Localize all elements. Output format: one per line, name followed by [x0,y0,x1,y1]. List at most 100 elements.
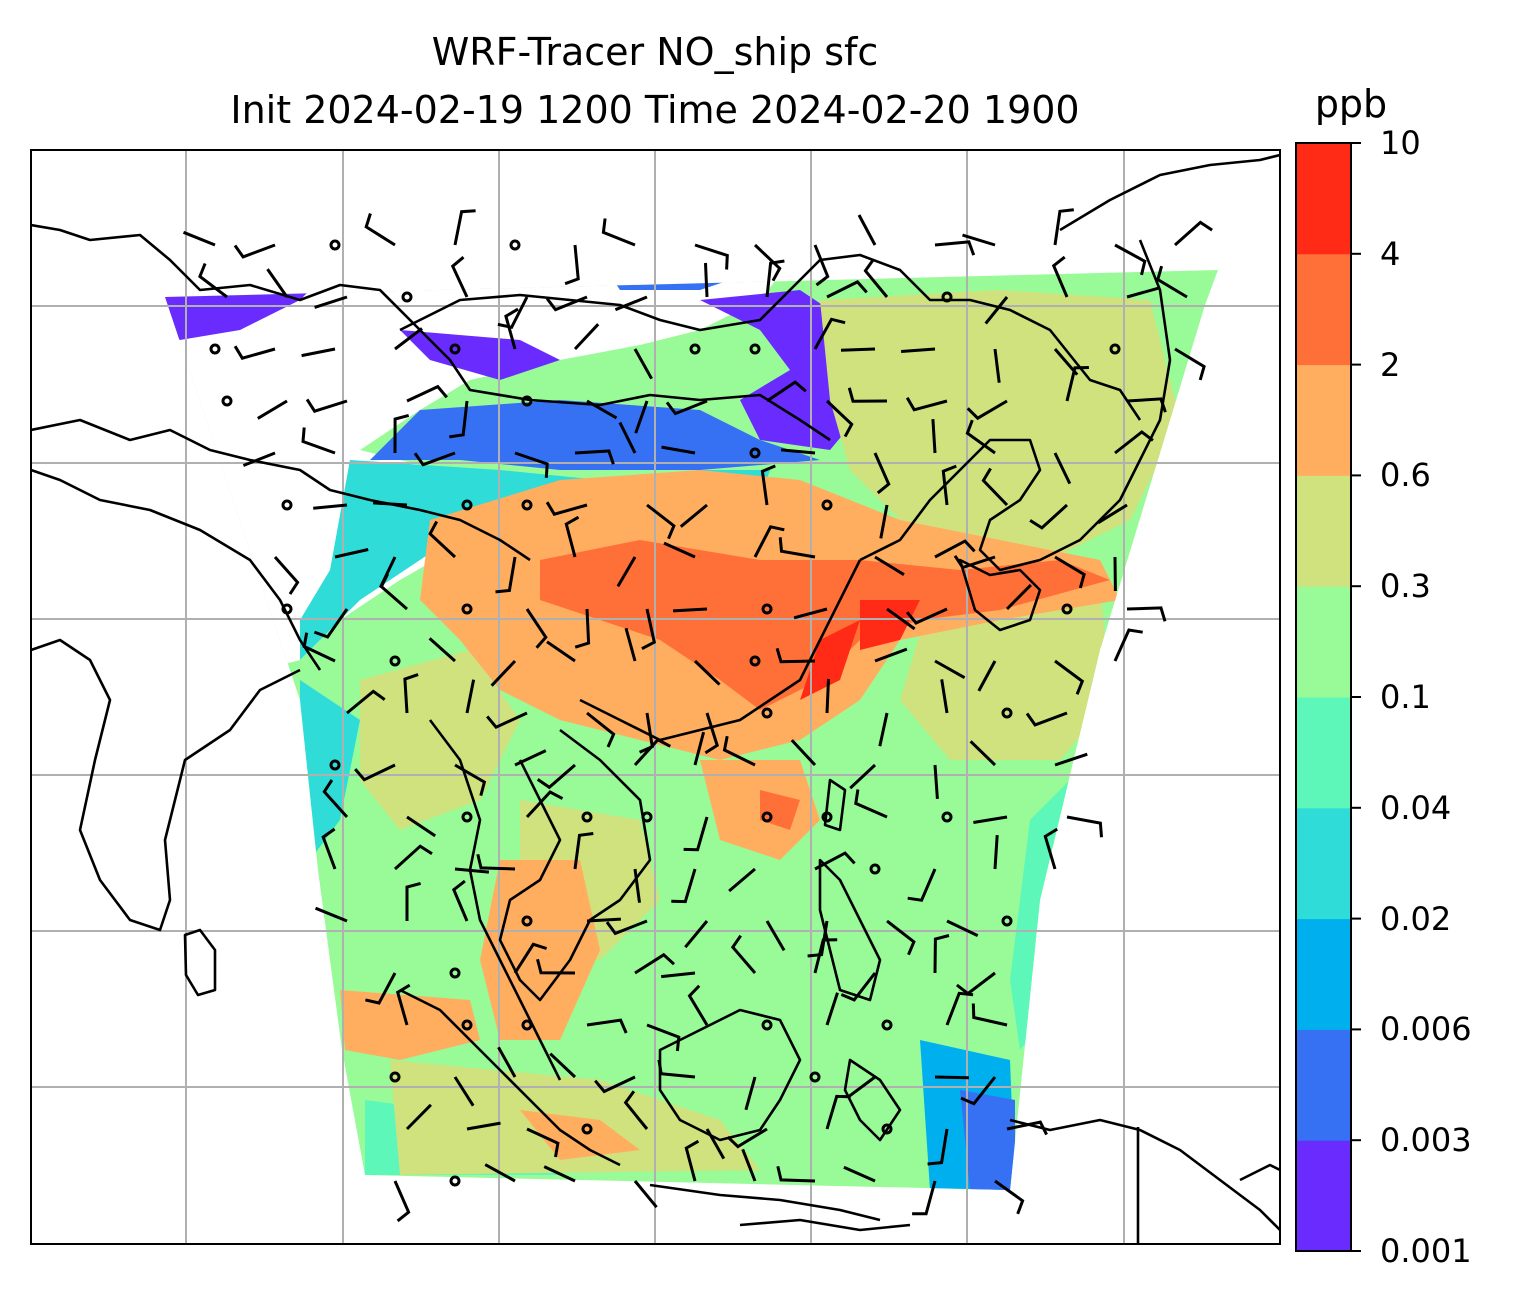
calm-wind-marker [461,603,473,615]
wind-barb [813,938,838,974]
wind-barb [623,1090,649,1130]
calm-wind-marker [689,343,701,355]
wind-barb [775,647,816,664]
wind-barb [313,608,349,639]
calm-wind-marker [401,291,413,303]
wind-barb [633,1180,658,1209]
wind-barb [907,868,937,902]
wind-barb [760,464,776,506]
coastlines [31,153,1280,1244]
wind-barb [966,399,1008,421]
wind-barb [778,537,816,559]
calm-wind-marker [449,967,461,979]
wind-barb [765,259,785,298]
wind-barb [302,632,336,663]
colorbar-tick-label: 0.02 [1380,899,1452,938]
wind-barb [934,240,976,256]
calm-wind-marker [389,655,401,667]
calm-wind-marker [461,499,473,511]
calm-wind-marker [521,499,533,511]
wind-barb [233,345,276,360]
wind-barb [616,556,637,588]
wind-barb [322,779,349,819]
wind-barb [825,992,839,1026]
wind-barb [1114,430,1154,455]
wind-barb [601,218,636,247]
wind-barb [912,1180,937,1216]
wind-barb [618,421,637,454]
wind-barb [321,827,337,870]
calm-wind-marker [389,1071,401,1083]
wind-barb [486,711,528,730]
wind-barb [679,503,708,528]
wind-barb [574,608,591,649]
colorbar-segment [1296,586,1351,698]
calm-wind-marker [329,239,341,251]
calm-wind-marker [521,915,533,927]
wind-barb [946,919,979,937]
wind-barb [840,972,877,1002]
wind-barb [1066,815,1103,838]
wind-barb [863,258,889,298]
wind-barb [633,737,671,767]
wind-barb [646,503,676,540]
wind-barb [393,1180,411,1223]
calm-wind-marker [821,811,833,823]
wind-barb [394,327,423,351]
wind-barb [549,1052,577,1079]
wind-barb [933,934,950,974]
wind-barb [373,501,408,507]
wind-barb [198,262,228,299]
wind-barb [365,972,397,1005]
calm-wind-marker [521,395,533,407]
wind-barb [305,398,348,413]
wind-barb [744,1076,757,1111]
calm-wind-marker [809,1071,821,1083]
calm-wind-marker [761,1019,773,1031]
wind-barb [545,501,588,516]
calm-wind-marker [941,291,953,303]
wind-barb [233,243,276,259]
lat-lon-gridlines [31,150,1280,1244]
wind-barb [301,347,336,358]
wind-barb [301,427,336,455]
wind-barb [962,233,996,247]
wind-barb [776,1165,816,1183]
wind-barb [586,917,621,923]
wind-barb [624,627,637,662]
calm-wind-marker [881,1123,893,1135]
wind-barb [886,919,916,956]
wind-barbs [182,208,1213,1223]
wind-barb [633,868,641,903]
wind-barb [673,607,708,613]
wind-barb [905,396,948,412]
wind-barb [934,659,966,680]
colorbar-frame [1295,142,1352,1252]
calm-wind-marker [1061,603,1073,615]
wind-barb [1126,606,1167,622]
wind-barb [1174,347,1206,381]
wind-barb [453,1076,475,1107]
wind-barb [722,735,756,767]
wind-barb [981,467,1009,507]
calm-wind-marker [821,499,833,511]
colorbar-segment [1296,143,1351,255]
calm-wind-marker [461,811,473,823]
wind-barb [941,464,957,506]
wind-barb [242,451,276,467]
wind-barb [513,942,548,974]
wind-barb [634,952,676,975]
wind-barb [614,295,648,312]
wind-barb [826,280,868,299]
wind-barb [536,763,576,790]
wind-barb [1156,265,1188,299]
calm-wind-marker [509,239,521,251]
wind-barb [873,452,891,495]
wind-barb [971,1003,1008,1027]
wind-barb [704,262,709,298]
wind-barb [490,659,517,687]
wind-barb [497,1046,517,1078]
colorbar-segment [1296,253,1351,366]
wind-barb [843,1165,876,1183]
